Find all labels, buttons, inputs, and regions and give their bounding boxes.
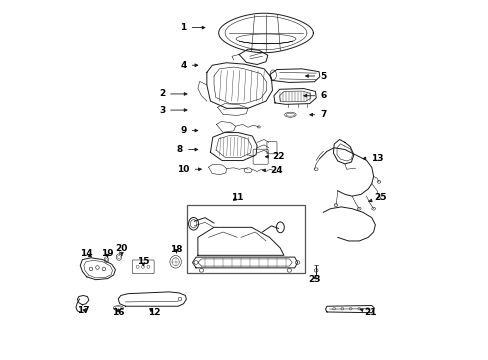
Text: 20: 20 <box>116 244 128 256</box>
Text: 18: 18 <box>170 246 182 255</box>
Text: 16: 16 <box>112 308 124 317</box>
Text: 24: 24 <box>262 166 283 175</box>
Text: 22: 22 <box>265 152 284 161</box>
Text: 13: 13 <box>362 154 383 163</box>
Text: 6: 6 <box>303 91 326 100</box>
Text: 15: 15 <box>137 257 149 266</box>
Text: 21: 21 <box>359 308 376 317</box>
Text: 12: 12 <box>147 308 160 317</box>
Text: 10: 10 <box>177 165 201 174</box>
Text: 14: 14 <box>80 249 92 258</box>
Text: 23: 23 <box>307 275 320 284</box>
Text: 9: 9 <box>180 126 197 135</box>
Text: 3: 3 <box>159 105 186 114</box>
Text: 5: 5 <box>305 72 326 81</box>
Text: 7: 7 <box>309 110 326 119</box>
Text: 8: 8 <box>177 145 197 154</box>
Text: 19: 19 <box>101 249 114 258</box>
Text: 17: 17 <box>78 306 90 315</box>
Text: 1: 1 <box>180 23 204 32</box>
Text: 11: 11 <box>231 193 243 202</box>
Bar <box>187 205 305 273</box>
Text: 2: 2 <box>159 89 186 98</box>
Text: 25: 25 <box>368 193 386 202</box>
Text: 4: 4 <box>180 61 197 70</box>
